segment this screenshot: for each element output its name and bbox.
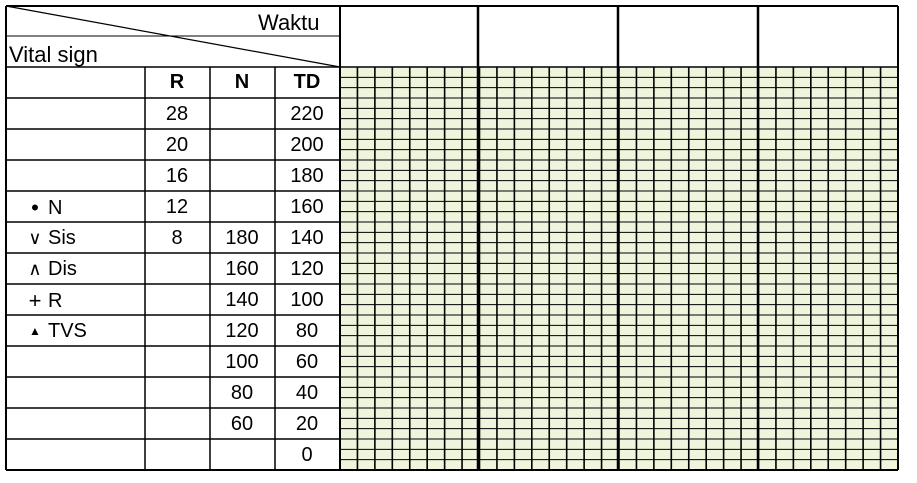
cell-td: 140 — [290, 227, 324, 249]
cell-n: 160 — [225, 258, 259, 280]
cell-td: 0 — [301, 444, 313, 466]
cell-td: 180 — [290, 165, 324, 187]
legend-label: N — [48, 197, 63, 219]
cell-td: 20 — [295, 413, 319, 435]
column-header-td: TD — [293, 71, 321, 93]
cell-td: 100 — [290, 289, 324, 311]
chevron-down-icon: ∨ — [28, 228, 42, 248]
dot-icon: • — [31, 195, 39, 220]
legend-label: R — [48, 290, 63, 312]
legend-item: • N — [24, 197, 62, 219]
cell-td: 80 — [295, 320, 319, 342]
triangle-up-icon: ▲ — [29, 324, 41, 338]
time-label: Waktu — [258, 10, 320, 35]
plus-icon: + — [28, 288, 42, 313]
legend-item: ∧ Dis — [24, 258, 77, 280]
vital-sign-label: Vital sign — [9, 42, 98, 67]
cell-r: 28 — [165, 103, 189, 125]
legend-item: ▲ TVS — [24, 321, 87, 341]
legend-item: + R — [24, 288, 63, 313]
cell-n: 140 — [225, 289, 259, 311]
cell-td: 120 — [290, 258, 324, 280]
cell-n: 120 — [225, 320, 259, 342]
cell-r: 20 — [165, 134, 189, 156]
cell-n: 180 — [225, 227, 259, 249]
cell-n: 100 — [225, 351, 259, 373]
column-header-r: R — [169, 71, 185, 93]
cell-td: 220 — [290, 103, 324, 125]
cell-r: 12 — [165, 196, 189, 218]
cell-n: 80 — [230, 382, 254, 404]
cell-n: 60 — [230, 413, 254, 435]
cell-r: 8 — [171, 227, 183, 249]
cell-td: 60 — [295, 351, 319, 373]
cell-r: 16 — [165, 165, 189, 187]
legend-item: ∨ Sis — [24, 227, 76, 249]
column-header-n: N — [234, 71, 250, 93]
chevron-up-icon: ∧ — [28, 259, 42, 279]
legend-label: Sis — [48, 227, 76, 249]
legend-label: TVS — [48, 320, 87, 342]
cell-td: 200 — [290, 134, 324, 156]
cell-td: 160 — [290, 196, 324, 218]
cell-td: 40 — [295, 382, 319, 404]
legend-label: Dis — [48, 258, 77, 280]
